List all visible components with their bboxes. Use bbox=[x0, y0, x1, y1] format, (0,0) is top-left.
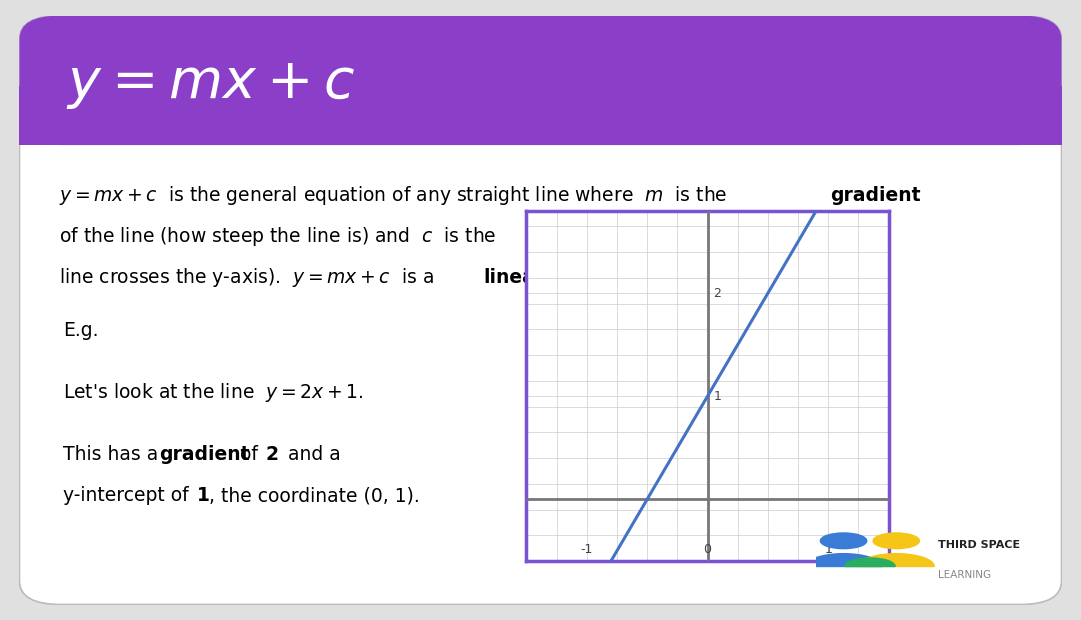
Text: 0: 0 bbox=[704, 543, 711, 556]
Text: of the line (how steep the line is) and  $c$  is the: of the line (how steep the line is) and … bbox=[59, 225, 504, 248]
Text: This has a: This has a bbox=[63, 445, 164, 464]
Wedge shape bbox=[844, 558, 895, 567]
Wedge shape bbox=[858, 554, 934, 567]
Text: 1: 1 bbox=[825, 543, 832, 556]
Text: (the point in which the: (the point in which the bbox=[641, 227, 858, 246]
Wedge shape bbox=[805, 554, 881, 567]
Text: THIRD SPACE: THIRD SPACE bbox=[938, 540, 1020, 550]
Text: LEARNING: LEARNING bbox=[938, 570, 991, 580]
FancyBboxPatch shape bbox=[19, 16, 1062, 604]
Text: of: of bbox=[235, 445, 264, 464]
Text: 1: 1 bbox=[197, 486, 210, 505]
Text: E.g.: E.g. bbox=[63, 321, 98, 340]
FancyBboxPatch shape bbox=[19, 16, 1062, 145]
Text: 2: 2 bbox=[713, 286, 721, 299]
FancyBboxPatch shape bbox=[19, 86, 1062, 145]
Text: 1: 1 bbox=[713, 390, 721, 403]
Text: and a: and a bbox=[282, 445, 341, 464]
Text: , the coordinate (0, 1).: , the coordinate (0, 1). bbox=[209, 486, 419, 505]
Text: $y = mx + c$: $y = mx + c$ bbox=[66, 56, 356, 110]
Text: Let's look at the line  $y = 2x + 1$.: Let's look at the line $y = 2x + 1$. bbox=[63, 381, 363, 404]
Text: gradient: gradient bbox=[830, 185, 921, 205]
Text: line crosses the y-axis).  $y = mx + c$  is a: line crosses the y-axis). $y = mx + c$ i… bbox=[59, 266, 442, 289]
Circle shape bbox=[873, 533, 920, 549]
Text: linear: linear bbox=[483, 268, 545, 287]
Text: y-intercept: y-intercept bbox=[538, 227, 655, 246]
Circle shape bbox=[820, 533, 867, 549]
Text: gradient: gradient bbox=[159, 445, 250, 464]
Text: $y = mx + c$  is the general equation of any straight line where  $m$  is the: $y = mx + c$ is the general equation of … bbox=[59, 184, 734, 206]
Text: y-intercept of: y-intercept of bbox=[63, 486, 195, 505]
Text: -1: -1 bbox=[580, 543, 593, 556]
Text: 2: 2 bbox=[266, 445, 279, 464]
Text: equation.: equation. bbox=[538, 268, 632, 287]
